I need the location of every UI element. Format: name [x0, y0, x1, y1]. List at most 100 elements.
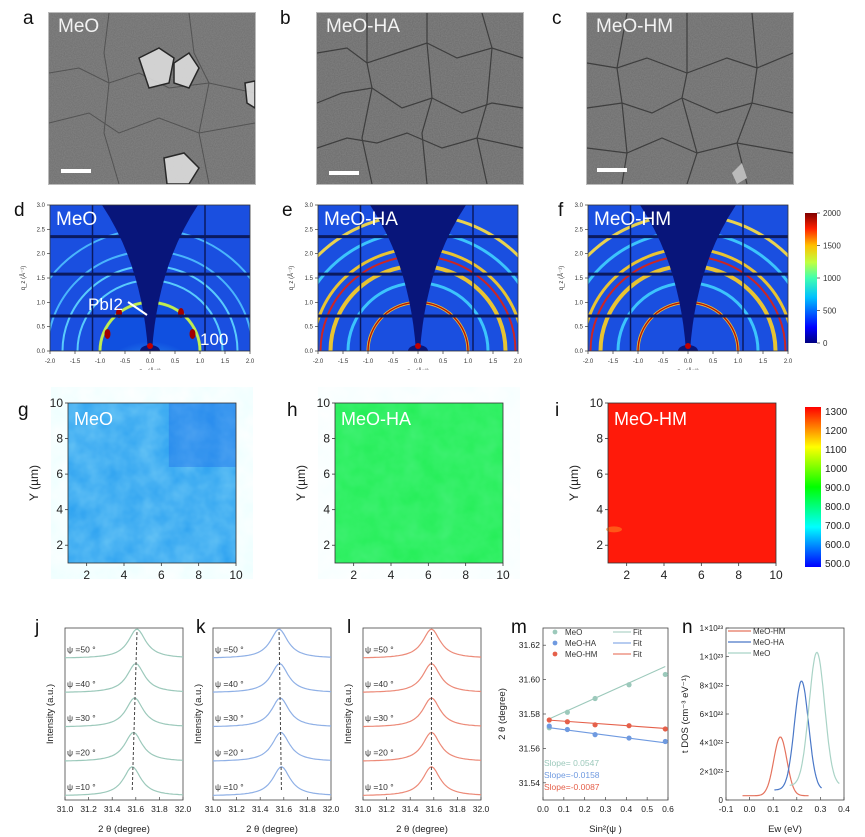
y-tick-label: 0.5: [37, 325, 46, 331]
x-tick-label: 0.5: [439, 359, 448, 365]
x-axis-label: qₓᵧ (Å⁻¹): [677, 368, 699, 370]
xrd-curve: [64, 662, 184, 693]
psi-label: ψ =30 °: [215, 713, 244, 723]
y-tick-label: 31.58: [519, 709, 541, 719]
x-tick-label: 32.0: [473, 804, 490, 814]
x-axis-label: qₓᵧ (Å⁻¹): [407, 368, 429, 370]
x-tick-label: 8: [195, 568, 202, 582]
data-point: [564, 709, 570, 715]
y-tick-label: 2.0: [37, 252, 46, 258]
psi-label: ψ =50 °: [365, 644, 394, 654]
colorbar-tick-label: 500: [823, 307, 837, 316]
x-tick-label: 10: [496, 568, 510, 582]
colorbar-tick-label: 0: [823, 339, 828, 348]
panel-letter-h: h: [287, 400, 298, 421]
map-texture: [168, 403, 236, 467]
x-tick-label: 0.5: [709, 359, 718, 365]
panel-letter-n: n: [682, 617, 693, 638]
y-axis-label: Intensity (a.u.): [343, 684, 354, 744]
x-tick-label: 4: [388, 568, 395, 582]
colorbar-tick-label: 1300: [825, 407, 848, 418]
x-tick-label: 8: [462, 568, 469, 582]
x-tick-label: -1.5: [608, 359, 619, 365]
x-tick-label: 6: [698, 568, 705, 582]
psi-label: ψ =20 °: [215, 748, 244, 758]
y-tick-label: 2.0: [575, 252, 584, 258]
giwaxs-panel-meo: -2.0 -1.5 -1.0 -0.5 0.0 0.5 1.0 1.5 2.0 0.0 0.5 1.0…: [20, 203, 255, 370]
giwaxs-image: [318, 205, 518, 351]
x-tick-label: 31.2: [228, 804, 245, 814]
x-tick-label: 0.0: [146, 359, 155, 365]
annotation-pbi2: PbI2: [88, 295, 123, 314]
pbi2-cluster: [138, 47, 255, 184]
x-axis-label: qₓᵧ (Å⁻¹): [139, 368, 161, 370]
colorbar-tick-label: 1000: [825, 464, 848, 475]
psi-label: ψ =10 °: [67, 782, 96, 792]
slope-label: Slope=-0.0087: [544, 782, 600, 792]
map-spot: [606, 526, 622, 533]
y-tick-label: 2.5: [37, 227, 46, 233]
y-tick-label: 1.0: [575, 300, 584, 306]
y-tick-label: 6: [56, 467, 63, 481]
x-tick-label: 31.0: [205, 804, 222, 814]
scale-bar: [597, 168, 627, 172]
colorbar: [805, 213, 817, 343]
y-tick-label: 1×10²³: [700, 624, 724, 633]
colorbar-tick-label: 500.0: [825, 559, 850, 570]
x-tick-label: 0.2: [791, 804, 803, 814]
psi-label: ψ =30 °: [67, 713, 96, 723]
y-tick-label: 4×10²²: [700, 739, 724, 748]
y-tick-label: 0.5: [575, 325, 584, 331]
legend-label: MeO-HA: [753, 638, 785, 647]
sem-label: MeO: [58, 16, 100, 37]
y-tick-label: 4: [323, 503, 330, 517]
pl-map-meo-hm: 246810246810X (µm)Y (µm)MeO-HM: [567, 396, 783, 582]
x-tick-label: 1.5: [489, 359, 498, 365]
xrd-curve: [212, 697, 332, 728]
x-tick-label: 31.2: [80, 804, 97, 814]
psi-label: ψ =50 °: [67, 644, 96, 654]
data-point: [592, 732, 598, 738]
y-tick-label: 3.0: [575, 203, 584, 209]
y-tick-label: 2.0: [305, 252, 314, 258]
scale-bar: [329, 171, 359, 175]
y-tick-label: 4: [56, 503, 63, 517]
sample-label: MeO-HA: [341, 409, 411, 429]
y-axis-label: q_z (Å⁻¹): [288, 266, 295, 291]
y-axis-label: Intensity (a.u.): [45, 684, 56, 744]
x-tick-label: 31.6: [426, 804, 443, 814]
xrd-curve: [363, 731, 482, 762]
tdos-curve: [742, 736, 809, 797]
y-tick-label: 1.0: [305, 300, 314, 306]
legend-marker: [552, 651, 558, 657]
data-point: [626, 723, 632, 729]
colorbar-tick-label: 900.0: [825, 483, 850, 494]
map-texture: [68, 403, 236, 563]
x-tick-label: 1.0: [196, 359, 205, 365]
data-point: [626, 682, 632, 688]
panel-letter-l: l: [347, 617, 352, 638]
y-axis-label: Intensity (a.u.): [193, 684, 204, 744]
y-tick-label: 0.0: [305, 349, 314, 355]
psi-label: ψ =30 °: [365, 713, 394, 723]
charts-row: ψ =10 ° ψ =20 ° ψ =30 ° ψ =40 ° ψ =50 ° 31.0 3…: [45, 624, 850, 835]
x-tick-label: 0.3: [814, 804, 826, 814]
x-axis-label: 2 θ (degree): [246, 824, 298, 835]
x-tick-label: 4: [661, 568, 668, 582]
x-tick-label: 0.5: [641, 804, 653, 814]
x-tick-label: 32.0: [175, 804, 192, 814]
legend-label: MeO: [753, 649, 770, 658]
data-point: [546, 717, 552, 723]
x-tick-label: -1.0: [95, 359, 106, 365]
data-point: [592, 722, 598, 728]
legend-label: MeO: [565, 628, 582, 637]
xrd-chart-j: ψ =10 ° ψ =20 ° ψ =30 ° ψ =40 ° ψ =50 ° 31.0 3…: [45, 627, 192, 835]
x-tick-label: 10: [229, 568, 243, 582]
legend-marker: [552, 629, 558, 635]
psi-label: ψ =40 °: [215, 679, 244, 689]
xrd-curve: [363, 697, 482, 728]
panel-letter-g: g: [18, 400, 29, 421]
data-point: [662, 671, 668, 678]
sem-texture: [49, 13, 255, 184]
y-axis-label: Y (µm): [567, 465, 581, 501]
